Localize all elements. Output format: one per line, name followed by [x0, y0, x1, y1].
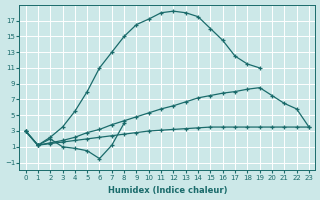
- X-axis label: Humidex (Indice chaleur): Humidex (Indice chaleur): [108, 186, 227, 195]
